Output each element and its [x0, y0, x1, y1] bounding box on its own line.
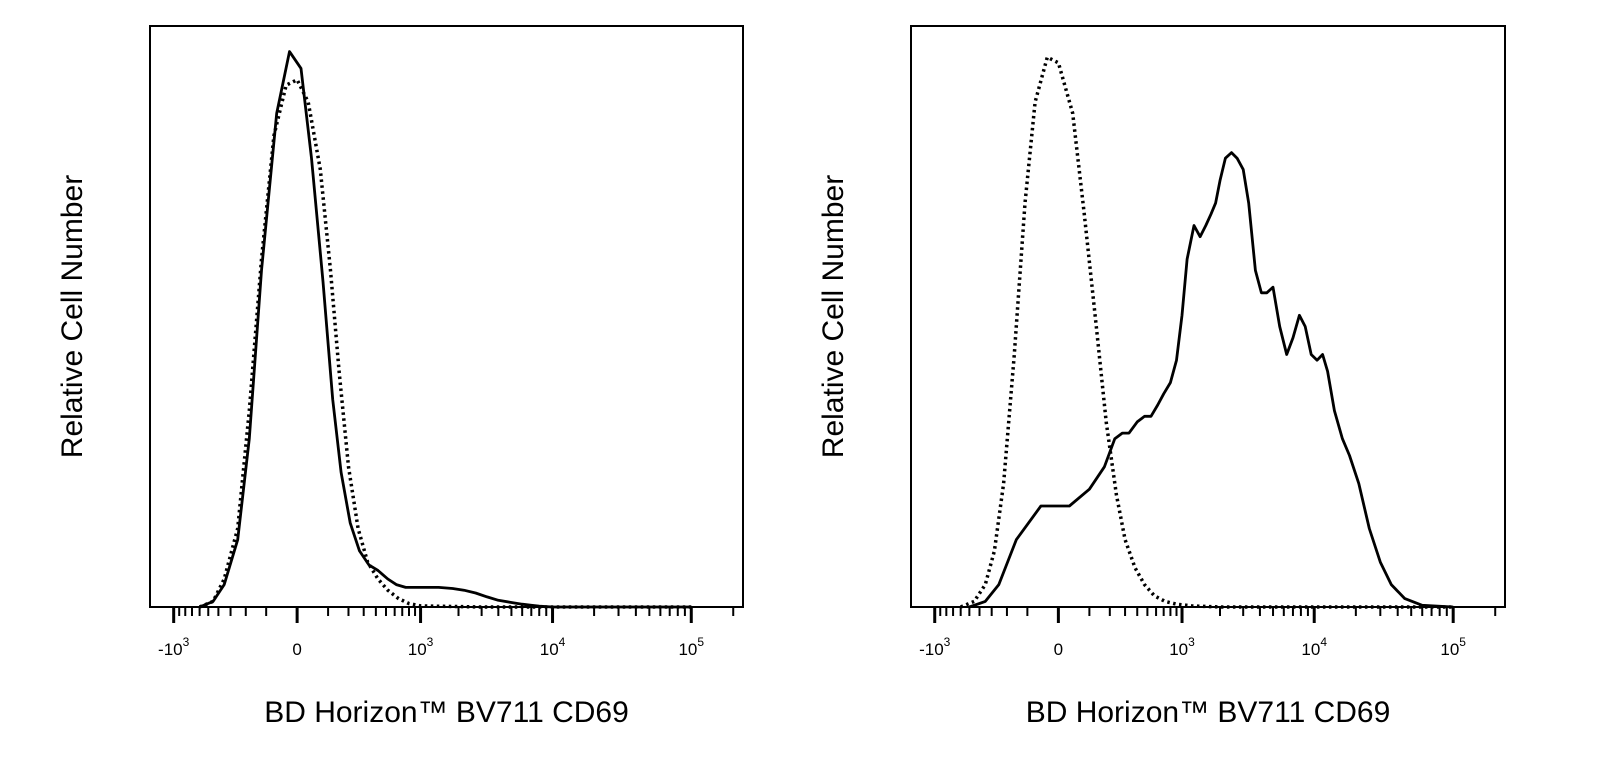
x-tick-label: 104 — [1301, 635, 1327, 659]
series-line-control — [960, 55, 1454, 609]
histogram-panel-right: -103 0 103 104 105 BD Horizon™ BV711 CD69 Rela… — [817, 25, 1506, 729]
x-tick-label: 0 — [1054, 640, 1063, 659]
x-axis-title: BD Horizon™ BV711 CD69 — [1026, 696, 1391, 729]
series-line-stained — [968, 151, 1454, 609]
x-tick-label: -103 — [158, 635, 190, 659]
x-tick-label: 105 — [1440, 635, 1466, 659]
y-axis-title: Relative Cell Number — [817, 175, 850, 458]
x-tick-label: 104 — [540, 635, 566, 659]
x-tick-label: 0 — [292, 640, 301, 659]
y-axis-title: Relative Cell Number — [56, 175, 89, 458]
plot-frame — [910, 25, 1506, 608]
x-axis-title: BD Horizon™ BV711 CD69 — [264, 696, 629, 729]
x-tick-label: -103 — [919, 635, 951, 659]
histogram-panel-left: -103 0 103 104 105 BD Horizon™ BV711 CD69 Rela… — [56, 25, 744, 729]
x-tick-label: 105 — [678, 635, 704, 659]
x-tick-label: 103 — [408, 635, 434, 659]
series-line-stained — [199, 50, 692, 609]
x-tick-label: 103 — [1169, 635, 1195, 659]
